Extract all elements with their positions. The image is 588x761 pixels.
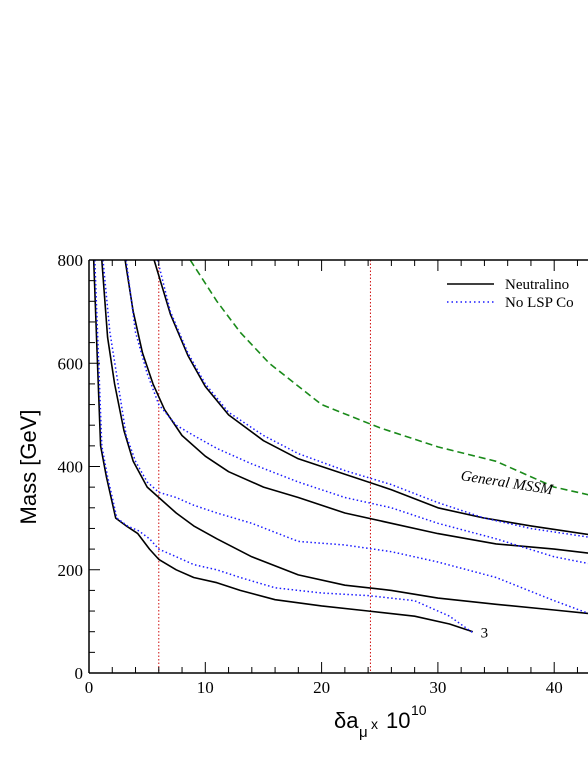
series-group <box>92 260 588 634</box>
y-tick-label: 800 <box>58 251 84 270</box>
annotation-curve-label: 3 <box>481 626 489 642</box>
x-tick-label: 0 <box>85 678 94 697</box>
series-line-solid-7 <box>92 260 474 633</box>
series-line-solid-3 <box>124 260 588 554</box>
axes <box>88 259 588 674</box>
x-tick-label: 20 <box>313 678 330 697</box>
x-tick-label: 10 <box>197 678 214 697</box>
x-axis-title-times: x <box>371 716 378 732</box>
x-axis-title-main: δa <box>334 708 359 733</box>
x-axis-title: δa μ x 10 10 <box>334 702 427 741</box>
y-tick-label: 0 <box>75 664 84 683</box>
annotation-general-mssm: General MSSM <box>460 468 556 499</box>
series-line-dotted-4 <box>125 260 588 565</box>
x-axis-title-exponent: 10 <box>411 702 427 718</box>
series-line-dotted-6 <box>102 260 588 614</box>
reference-lines <box>158 260 371 673</box>
y-tick-label: 400 <box>58 458 84 477</box>
y-tick-label: 600 <box>58 354 84 373</box>
series-line-dashed-0 <box>189 260 588 496</box>
legend-label-neutralino: Neutralino <box>505 277 569 293</box>
y-axis-title: Mass [GeV] <box>16 410 41 525</box>
x-tick-label: 40 <box>546 678 563 697</box>
legend: Neutralino No LSP Co <box>447 277 574 311</box>
series-line-solid-5 <box>101 260 588 615</box>
series-line-dotted-2 <box>156 260 588 538</box>
series-line-dotted-8 <box>94 260 474 634</box>
x-axis-title-power: 10 <box>386 708 410 733</box>
legend-label-no-lsp: No LSP Co <box>505 295 574 311</box>
x-axis-title-subscript: μ <box>359 724 368 741</box>
x-tick-label: 30 <box>429 678 446 697</box>
y-tick-label: 200 <box>58 561 84 580</box>
